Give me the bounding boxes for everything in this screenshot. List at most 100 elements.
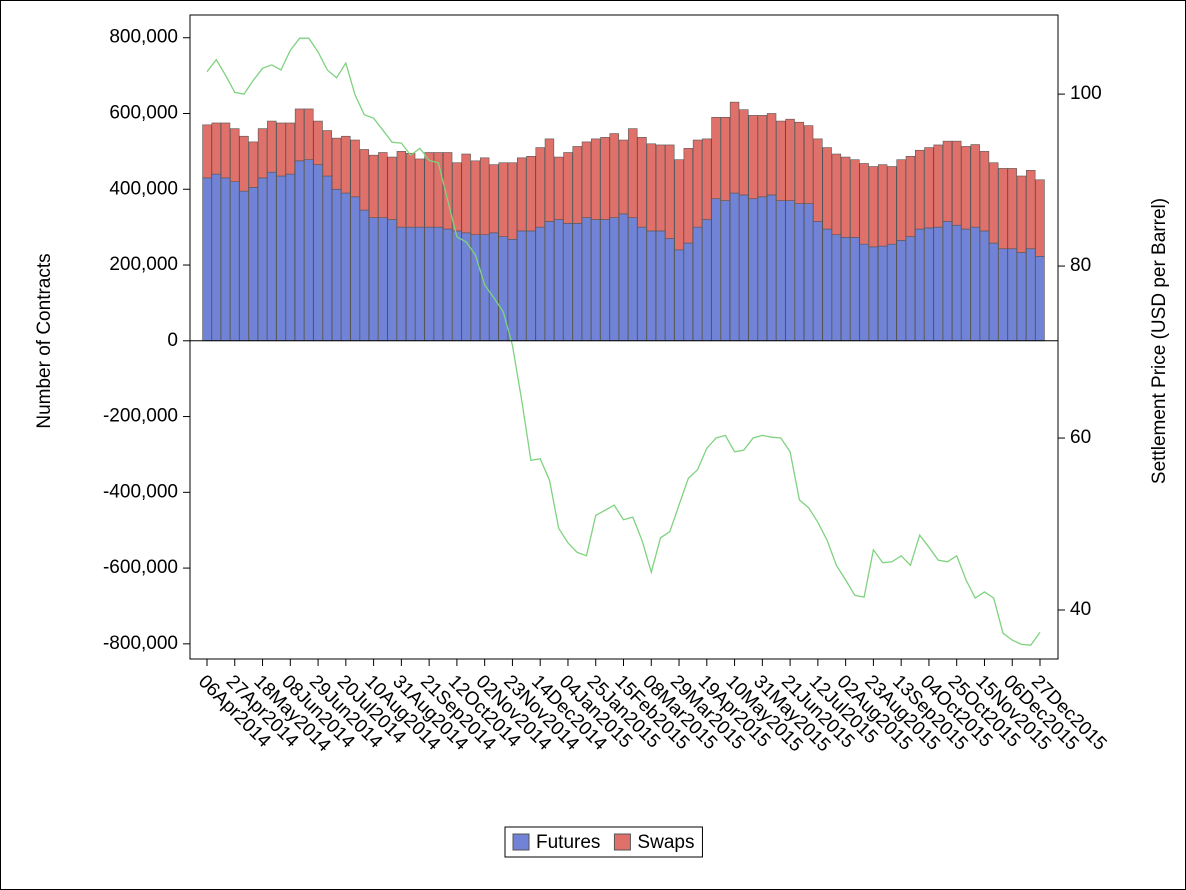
bar-segment [359,149,370,211]
bar-segment [683,242,693,342]
bar-segment [655,230,666,342]
bar-segment [387,219,397,342]
bar-segment [526,230,536,342]
bar-segment [998,248,1008,342]
bar-segment [461,232,471,342]
bar-segment [211,122,221,175]
y2-tick-label: 80 [1070,255,1091,276]
bar-segment [813,221,823,342]
bar-segment [331,188,342,342]
price-line [206,37,1041,646]
bar-segment [850,159,860,238]
bar-segment [766,194,777,342]
bar-segment [979,230,990,342]
bar-segment [387,156,397,220]
bar-segment [702,138,712,220]
bar-segment [914,228,925,342]
bar-segment [554,156,564,220]
bar-segment [979,151,990,232]
legend: Futures Swaps [504,826,703,858]
bar-segment [665,144,675,239]
bar-segment [554,219,564,342]
bar-segment [322,130,333,177]
bar-segment [581,141,592,218]
bar-segment [970,144,980,228]
bar-segment [396,226,407,342]
bar-segment [544,221,555,342]
bar-segment [739,194,749,342]
bar-segment [646,230,656,342]
bar-segment [803,125,814,204]
bar-segment [230,128,240,182]
bar-segment [776,120,786,201]
bar-segment [896,240,906,342]
bar-segment [776,200,786,342]
bar-segment [813,138,823,222]
bar-segment [479,234,490,342]
bar-segment [507,238,518,342]
bar-segment [748,198,758,342]
bar-segment [952,224,962,342]
y-tick-label: -800,000 [103,633,178,654]
bar-segment [952,140,962,226]
bar-segment [600,137,610,220]
bar-segment [313,164,323,342]
bar-segment [840,156,851,238]
bar-segment [729,101,740,194]
bar-segment [859,243,869,342]
bar-segment [739,109,749,196]
bar-segment [674,159,684,251]
bar-segment [489,232,499,342]
bar-segment [350,139,360,198]
y-tick-label: 800,000 [109,27,178,48]
bar-segment [748,115,758,200]
bar-segment [220,122,231,179]
bar-segment [961,228,971,342]
bar-segment [405,152,416,228]
bar-segment [600,219,610,342]
bar-segment [711,116,721,200]
bar-segment [239,190,249,342]
bar-segment [628,128,638,218]
bar-segment [896,159,906,241]
bar-segment [544,138,555,222]
bar-segment [535,226,545,342]
bar-segment [989,242,999,342]
bar-segment [507,162,518,240]
legend-swatch [613,833,631,851]
bar-segment [202,124,212,179]
bar-segment [257,128,268,179]
bar-segment [563,152,573,224]
bar-segment [248,141,258,188]
bar-segment [581,217,592,342]
bar-segment [368,154,379,218]
bar-segment [516,230,527,342]
bar-segment [359,209,370,342]
bar-segment [572,223,582,342]
bar-segment [794,203,805,342]
legend-label: Futures [536,832,600,853]
bar-segment [1007,248,1017,342]
bar-segment [230,181,240,342]
bar-segment [313,120,323,165]
bar-segment [989,162,999,244]
bar-segment [924,227,934,342]
bar-segment [276,175,286,342]
bar-segment [683,148,693,244]
bar-segment [572,146,582,224]
bar-segment [405,226,416,342]
bar-segment [757,196,768,342]
bar-segment [702,219,712,342]
bar-segment [433,152,444,228]
bar-segment [933,226,943,342]
y2-tick-label: 60 [1070,427,1091,448]
bar-segment [452,162,462,232]
bar-segment [267,171,277,342]
bar-segment [628,217,638,342]
bar-segment [914,149,925,230]
bar-segment [609,133,619,218]
bar-segment [267,120,277,173]
bar-segment [341,135,351,194]
bar-segment [609,217,619,342]
bar-segment [637,226,647,342]
